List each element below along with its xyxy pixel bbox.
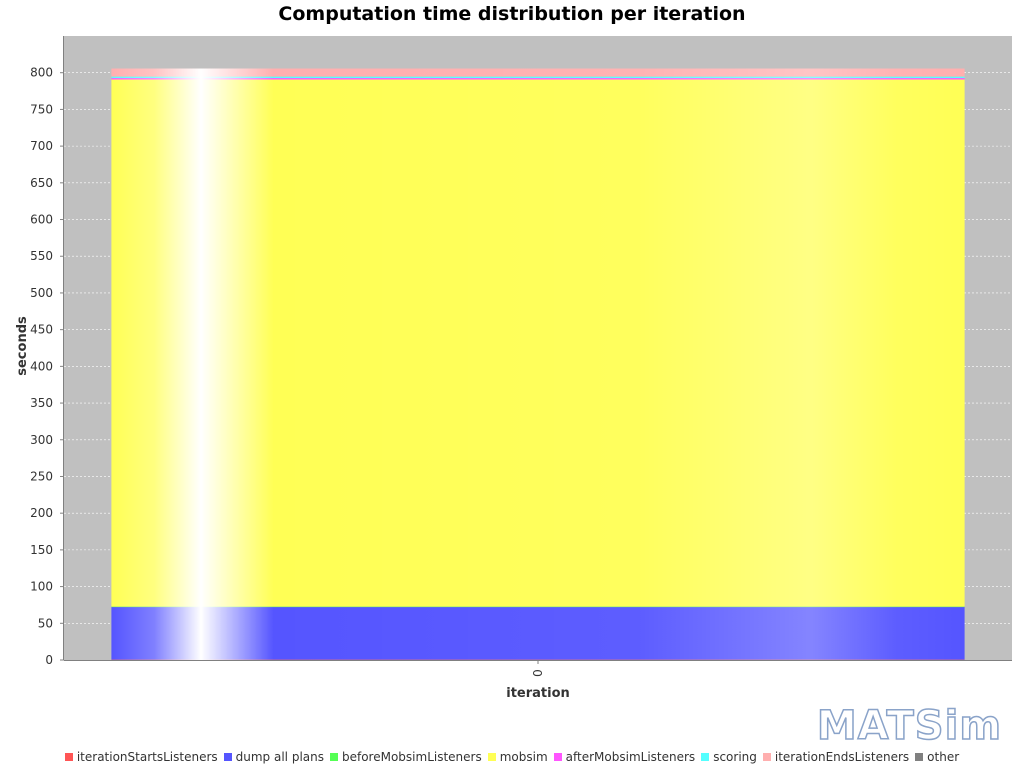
legend-swatch bbox=[915, 753, 924, 761]
y-tick-label: 200 bbox=[30, 506, 53, 520]
legend-swatch bbox=[487, 753, 496, 761]
legend-item: afterMobsimListeners bbox=[553, 750, 696, 764]
y-tick-label: 300 bbox=[30, 433, 53, 447]
y-tick-label: 700 bbox=[30, 139, 53, 153]
y-tick-label: 100 bbox=[30, 580, 53, 594]
legend-label: mobsim bbox=[499, 750, 548, 764]
legend-item: iterationStartsListeners bbox=[64, 750, 218, 764]
y-tick-label: 750 bbox=[30, 102, 53, 116]
legend-item: dump all plans bbox=[223, 750, 324, 764]
legend-item: iterationEndsListeners bbox=[762, 750, 910, 764]
y-tick-label: 550 bbox=[30, 249, 53, 263]
y-tick-label: 0 bbox=[45, 653, 53, 667]
legend-label: other bbox=[927, 750, 960, 764]
y-tick-label: 450 bbox=[30, 323, 53, 337]
legend-swatch bbox=[329, 753, 338, 761]
y-tick-label: 250 bbox=[30, 469, 53, 483]
legend-swatch bbox=[553, 753, 562, 761]
bar-sheen bbox=[111, 68, 965, 660]
y-tick-label: 650 bbox=[30, 176, 53, 190]
legend-label: beforeMobsimListeners bbox=[341, 750, 482, 764]
legend: iterationStartsListeners dump all plans be… bbox=[0, 750, 1024, 764]
axes: 0 50 100 150 200 250 300 350 400 450 500 550 600 650 7… bbox=[30, 36, 1012, 677]
y-axis-label: seconds bbox=[15, 316, 30, 376]
legend-swatch bbox=[223, 753, 232, 761]
matsim-logo: MATSim bbox=[816, 702, 1002, 750]
legend-item: mobsim bbox=[487, 750, 548, 764]
legend-item: other bbox=[915, 750, 959, 764]
y-tick-label: 350 bbox=[30, 396, 53, 410]
legend-label: scoring bbox=[713, 750, 757, 764]
legend-label: afterMobsimListeners bbox=[565, 750, 696, 764]
legend-swatch bbox=[701, 753, 710, 761]
legend-item: beforeMobsimListeners bbox=[329, 750, 482, 764]
legend-label: iterationStartsListeners bbox=[76, 750, 218, 764]
bars bbox=[111, 68, 965, 661]
legend-swatch bbox=[762, 753, 771, 761]
chart-title: Computation time distribution per iterat… bbox=[278, 3, 746, 25]
y-tick-label: 800 bbox=[30, 66, 53, 80]
x-tick-label: 0 bbox=[531, 669, 545, 677]
y-tick-label: 150 bbox=[30, 543, 53, 557]
legend-item: scoring bbox=[701, 750, 757, 764]
y-tick-label: 600 bbox=[30, 213, 53, 227]
legend-swatch bbox=[64, 753, 73, 761]
x-axis-label: iteration bbox=[506, 686, 570, 701]
legend-label: dump all plans bbox=[235, 750, 324, 764]
legend-label: iterationEndsListeners bbox=[774, 750, 910, 764]
y-tick-label: 400 bbox=[30, 359, 53, 373]
y-tick-label: 50 bbox=[38, 616, 53, 630]
y-tick-label: 500 bbox=[30, 286, 53, 300]
